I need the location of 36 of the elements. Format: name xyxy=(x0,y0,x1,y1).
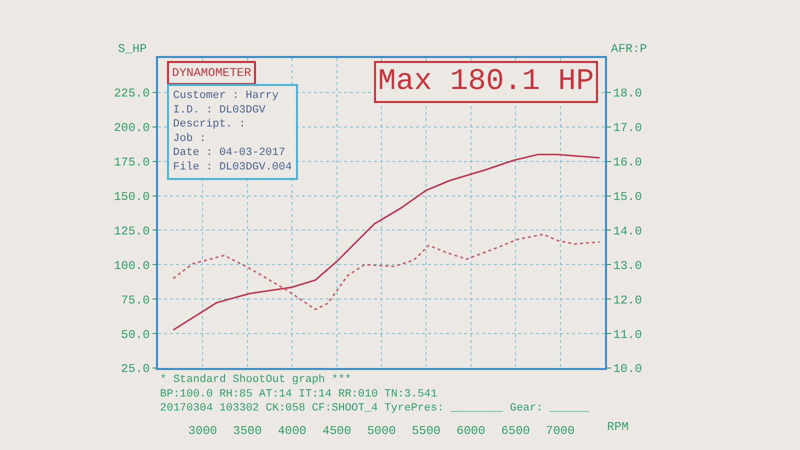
y-tick-label: 200.0 xyxy=(114,121,150,136)
y2-tick-label: 13.0 xyxy=(613,258,642,273)
text: * Standard ShootOut graph *** BP:100.0 RH:85 AT:14 IT:14 RR:010 TN:3.541 20170304 103302 CK:058 CF:SHOOT_4 TyrePres: ________ Gear: ______ xyxy=(160,374,590,415)
x-axis-title: RPM xyxy=(607,420,629,434)
x-tick-label: 3500 xyxy=(232,424,262,438)
x-tick-label: 6000 xyxy=(456,424,486,438)
y2-tick-label: 10.0 xyxy=(613,362,642,376)
y-axis-title: S_HP xyxy=(118,42,147,56)
y-tick-label: 50.0 xyxy=(121,328,150,342)
y-tick-label: 75.0 xyxy=(121,293,150,308)
y-tick-label: 225.0 xyxy=(114,86,150,101)
y2-tick-label: 16.0 xyxy=(613,156,642,170)
annotation: Max 180.1 HP xyxy=(378,65,594,99)
x-tick-label: 4500 xyxy=(322,424,352,438)
y-tick-label: 125.0 xyxy=(114,224,150,238)
y2-tick-label: 17.0 xyxy=(613,121,642,136)
y-tick-label: 150.0 xyxy=(114,190,150,204)
line-series xyxy=(172,234,600,310)
y2-tick-label: 14.0 xyxy=(613,224,642,238)
y2-tick-label: 11.0 xyxy=(613,328,642,342)
y2-tick-label: 12.0 xyxy=(613,293,642,308)
y2-tick-label: 15.0 xyxy=(613,190,642,204)
y-tick-label: 175.0 xyxy=(114,156,150,170)
y-tick-label: 25.0 xyxy=(121,362,150,376)
y2-tick-label: 18.0 xyxy=(613,86,642,101)
y-tick-label: 100.0 xyxy=(114,258,150,273)
annotation: Customer : Harry I.D. : DL03DGV Descript. : Job : Date : 04-03-2017 File : DL03DGV.004 xyxy=(173,90,292,174)
x-tick-label: 6500 xyxy=(501,424,530,438)
x-tick-label: 5000 xyxy=(367,424,396,438)
x-tick-label: 5500 xyxy=(412,424,441,438)
annotation: DYNAMOMETER xyxy=(172,66,252,80)
x-tick-label: 3000 xyxy=(188,424,218,438)
line-series xyxy=(172,154,600,331)
x-tick-label: 4000 xyxy=(278,424,307,438)
y2-axis-title: AFR:P xyxy=(611,42,648,56)
x-tick-label: 7000 xyxy=(546,424,575,438)
